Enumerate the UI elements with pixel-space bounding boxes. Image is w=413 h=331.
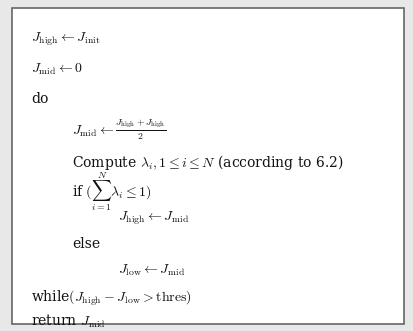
Text: $J_{\mathrm{high}} \leftarrow J_{\mathrm{init}}$: $J_{\mathrm{high}} \leftarrow J_{\mathrm… [31,31,100,48]
Text: $J_{\mathrm{mid}} \leftarrow 0$: $J_{\mathrm{mid}} \leftarrow 0$ [31,62,83,77]
Text: while$(J_{\mathrm{high}} - J_{\mathrm{low}} > \mathrm{thres})$: while$(J_{\mathrm{high}} - J_{\mathrm{lo… [31,288,192,307]
Text: else: else [72,237,100,251]
Text: do: do [31,92,48,106]
Text: $J_{\mathrm{high}} \leftarrow J_{\mathrm{mid}}$: $J_{\mathrm{high}} \leftarrow J_{\mathrm… [118,210,189,227]
Text: $J_{\mathrm{mid}} \leftarrow \frac{J_{\mathrm{high}}+J_{\mathrm{high}}}{2}$: $J_{\mathrm{mid}} \leftarrow \frac{J_{\m… [72,118,166,142]
Text: return $J_{\mathrm{mid}}$: return $J_{\mathrm{mid}}$ [31,313,106,330]
Text: Compute $\lambda_i, 1 \leq i \leq N$ (according to 6.2): Compute $\lambda_i, 1 \leq i \leq N$ (ac… [72,153,343,172]
Text: $J_{\mathrm{low}} \leftarrow J_{\mathrm{mid}}$: $J_{\mathrm{low}} \leftarrow J_{\mathrm{… [118,263,185,278]
Text: if $(\sum_{i=1}^{N} \lambda_i \leq 1)$: if $(\sum_{i=1}^{N} \lambda_i \leq 1)$ [72,170,152,213]
FancyBboxPatch shape [12,8,403,324]
